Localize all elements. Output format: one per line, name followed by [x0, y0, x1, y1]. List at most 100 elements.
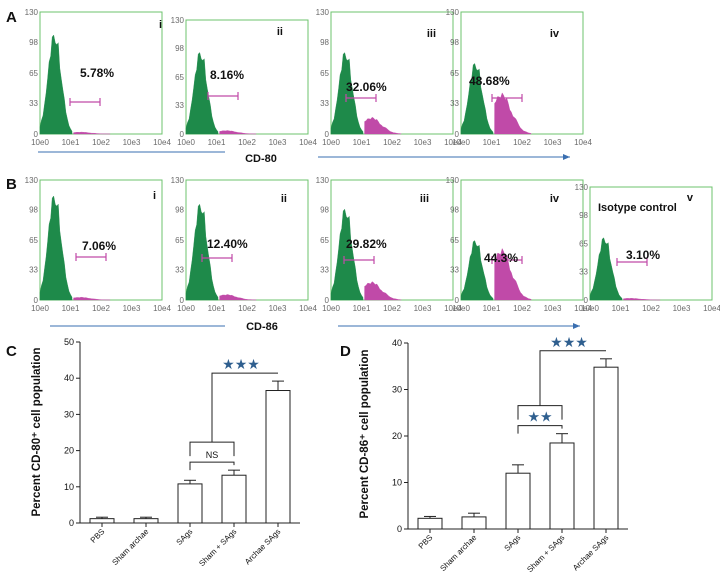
bar [461, 516, 487, 530]
x-tick-label: 10e1 [353, 138, 371, 147]
y-tick-label: 98 [450, 206, 459, 215]
subplot-label: ii [281, 193, 287, 205]
x-tick-label: 10e1 [62, 138, 80, 147]
y-tick-label: 65 [320, 69, 329, 78]
negative-population-fill [460, 63, 494, 135]
significance-bracket [517, 425, 563, 434]
x-tick-label: 10e4 [299, 138, 317, 147]
x-tick-label: 10e3 [414, 138, 432, 147]
y-tick-label: 0 [584, 296, 589, 305]
y-tick-label: 0 [34, 296, 39, 305]
y-tick-label: 65 [450, 236, 459, 245]
x-tick-label: 10e3 [123, 138, 141, 147]
positive-population-fill [364, 281, 402, 301]
x-tick-label: 10e4 [153, 138, 171, 147]
arrow-head [573, 323, 580, 329]
y-tick-label: 65 [579, 240, 588, 249]
x-tick-label: 10e3 [414, 304, 432, 313]
bar [549, 442, 575, 530]
significance-bracket [189, 461, 235, 471]
category-label: Archae SAgs [243, 527, 282, 566]
negative-population-fill [589, 237, 623, 301]
category-label: Sham + SAgs [197, 527, 238, 568]
y-tick-label: 130 [171, 176, 185, 185]
category-label: Sham archae [438, 533, 478, 573]
x-tick-label: 10e0 [322, 138, 340, 147]
y-tick-label: 130 [316, 8, 330, 17]
y-tick-label: 65 [450, 69, 459, 78]
y-tick-label: 130 [25, 8, 39, 17]
y-tick-label: 33 [579, 267, 588, 276]
ns-label: NS [206, 450, 219, 460]
x-tick-label: 10e3 [544, 138, 562, 147]
y-tick-label: 10 [392, 478, 402, 488]
histogram-layer: 5.78% i 0 33 65 98 130 10e0 10e1 10e2 10e3 10e4 8.16… [25, 8, 720, 329]
category-label: PBS [417, 533, 435, 551]
y-tick-label: 33 [450, 266, 459, 275]
y-tick-label: 65 [29, 69, 38, 78]
y-tick-label: 10 [64, 482, 74, 492]
x-tick-label: 10e4 [299, 304, 317, 313]
percent-label: 3.10% [626, 248, 660, 262]
x-tick-label: 10e4 [444, 138, 462, 147]
y-tick-label: 33 [29, 99, 38, 108]
y-tick-label: 98 [579, 211, 588, 220]
negative-population-fill [330, 208, 364, 301]
x-tick-label: 10e2 [513, 138, 531, 147]
y-tick-label: 0 [455, 296, 460, 305]
bar [177, 483, 203, 524]
category-label: SAgs [175, 527, 195, 547]
x-tick-label: 10e4 [703, 304, 720, 313]
positive-population-fill [494, 247, 532, 301]
significance-stars: ★★★ [222, 357, 260, 373]
x-tick-label: 10e0 [452, 138, 470, 147]
y-tick-label: 65 [175, 236, 184, 245]
y-tick-label: 0 [325, 296, 330, 305]
panel-label-a: A [6, 9, 17, 26]
significance-stars: ★★ [527, 410, 552, 426]
category-label: PBS [89, 527, 107, 545]
y-tick-label: 98 [450, 38, 459, 47]
y-axis-title: Percent CD-80⁺ cell population [31, 347, 43, 516]
y-tick-label: 0 [325, 130, 330, 139]
significance-stars: ★★★ [550, 335, 588, 351]
x-tick-label: 10e0 [581, 304, 599, 313]
x-tick-label: 10e0 [322, 304, 340, 313]
percent-label: 29.82% [346, 237, 387, 251]
panel-label-b: B [6, 176, 17, 193]
y-tick-label: 33 [450, 99, 459, 108]
subplot-label: iv [550, 193, 560, 205]
y-tick-label: 98 [175, 44, 184, 53]
subplot-label: iv [550, 28, 560, 40]
significance-bracket [211, 372, 278, 443]
bar [221, 474, 247, 524]
y-tick-label: 0 [34, 130, 39, 139]
category-label: SAgs [503, 533, 523, 553]
y-tick-label: 65 [29, 236, 38, 245]
histogram-frame [460, 11, 584, 135]
subplot-label: i [159, 19, 162, 31]
y-tick-label: 20 [392, 431, 402, 441]
y-tick-label: 33 [320, 266, 329, 275]
percent-label: 32.06% [346, 80, 387, 94]
subplot-label: i [153, 190, 156, 202]
x-tick-label: 10e2 [92, 304, 110, 313]
y-tick-label: 130 [316, 176, 330, 185]
panel-label-c: C [6, 343, 17, 360]
x-tick-label: 10e4 [574, 304, 592, 313]
positive-population-fill [219, 130, 257, 135]
bar [593, 366, 619, 530]
percent-label: 7.06% [82, 239, 116, 253]
x-axis-title-cd86: CD-86 [246, 321, 278, 333]
x-tick-label: 10e4 [574, 138, 592, 147]
x-tick-label: 10e2 [92, 138, 110, 147]
bar [265, 390, 291, 524]
subplot-label: iii [420, 193, 429, 205]
bar [417, 517, 443, 530]
y-tick-label: 65 [175, 73, 184, 82]
x-tick-label: 10e0 [31, 304, 49, 313]
positive-population-fill [623, 298, 661, 301]
x-tick-label: 10e3 [673, 304, 691, 313]
x-tick-label: 10e2 [513, 304, 531, 313]
x-tick-label: 10e1 [353, 304, 371, 313]
